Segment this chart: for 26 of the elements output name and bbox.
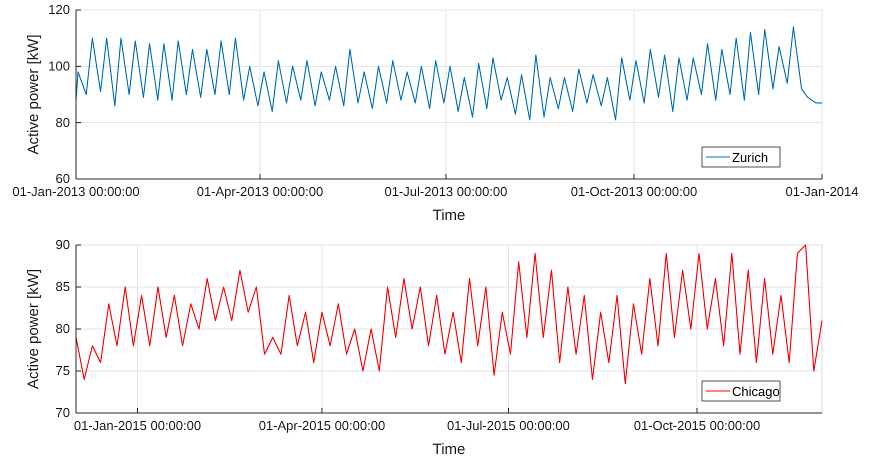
y-tick-label: 100	[48, 58, 70, 74]
y-tick-label: 80	[56, 114, 70, 130]
line-series	[75, 244, 823, 384]
x-tick-label: 01-Jul-2015 00:00:00	[446, 418, 570, 434]
line-series	[75, 26, 823, 120]
x-tick-label: 01-Jan-2014	[786, 184, 858, 200]
x-tick-label: 01-Jan-2013 00:00:00	[12, 184, 140, 200]
y-tick-label: 120	[48, 2, 70, 18]
y-tick-label: 90	[56, 237, 70, 252]
legend-label: Zurich	[732, 150, 768, 165]
x-axis-title: Time	[432, 441, 466, 456]
x-axis-title: Time	[432, 207, 466, 224]
y-axis-title: Active power [kW]	[25, 34, 42, 155]
x-tick-label: 01-Oct-2015 00:00:00	[634, 418, 760, 434]
y-tick-label: 75	[56, 363, 70, 378]
y-tick-label: 80	[56, 321, 70, 336]
x-tick-label: 01-Jan-2015 00:00:00	[74, 418, 202, 434]
x-tick-label: 01-Apr-2013 00:00:00	[196, 184, 324, 200]
x-tick-label: 01-Jul-2013 00:00:00	[384, 184, 508, 200]
legend-label: Chicago	[732, 384, 780, 399]
x-tick-label: 01-Oct-2013 00:00:00	[570, 184, 698, 200]
y-tick-label: 85	[56, 279, 70, 294]
x-tick-label: 01-Apr-2015 00:00:00	[258, 418, 386, 434]
y-tick-label: 70	[56, 405, 70, 420]
y-axis-title: Active power [kW]	[25, 268, 42, 390]
y-tick-label: 60	[56, 171, 70, 186]
